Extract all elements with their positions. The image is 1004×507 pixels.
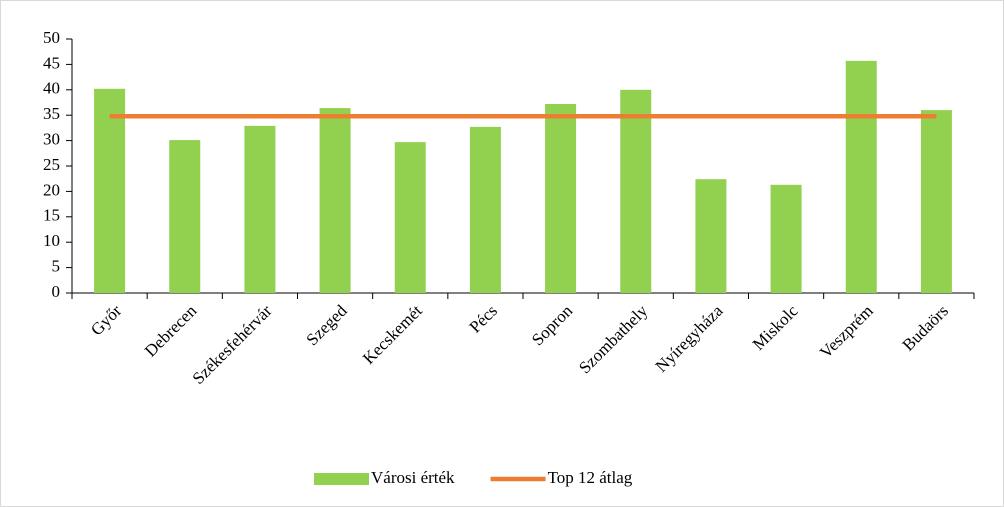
bar (169, 140, 201, 293)
legend-swatch (314, 473, 369, 485)
y-tick-label: 15 (43, 206, 60, 225)
legend-label: Top 12 átlag (548, 468, 633, 487)
bar (469, 126, 501, 293)
bar (620, 89, 652, 293)
bar (920, 110, 952, 294)
y-tick-label: 40 (43, 79, 60, 98)
y-tick-label: 20 (43, 180, 60, 199)
bar (94, 88, 126, 293)
y-tick-label: 10 (43, 231, 60, 250)
y-tick-label: 5 (52, 257, 61, 276)
bar (394, 142, 426, 293)
legend-label: Városi érték (371, 468, 455, 487)
y-tick-label: 45 (43, 53, 60, 72)
bar (545, 104, 577, 293)
bar (695, 179, 727, 293)
y-tick-label: 30 (43, 130, 60, 149)
y-tick-label: 35 (43, 104, 60, 123)
y-tick-label: 50 (43, 28, 60, 47)
y-tick-label: 0 (52, 282, 61, 301)
bar (845, 60, 877, 294)
bar (244, 125, 276, 293)
y-tick-label: 25 (43, 155, 60, 174)
bar (770, 184, 802, 293)
bar (319, 108, 351, 293)
